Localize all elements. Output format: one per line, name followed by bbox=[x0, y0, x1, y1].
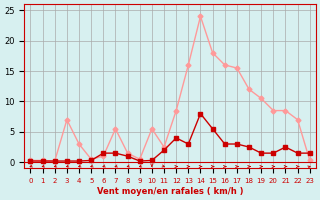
X-axis label: Vent moyen/en rafales ( km/h ): Vent moyen/en rafales ( km/h ) bbox=[97, 187, 244, 196]
